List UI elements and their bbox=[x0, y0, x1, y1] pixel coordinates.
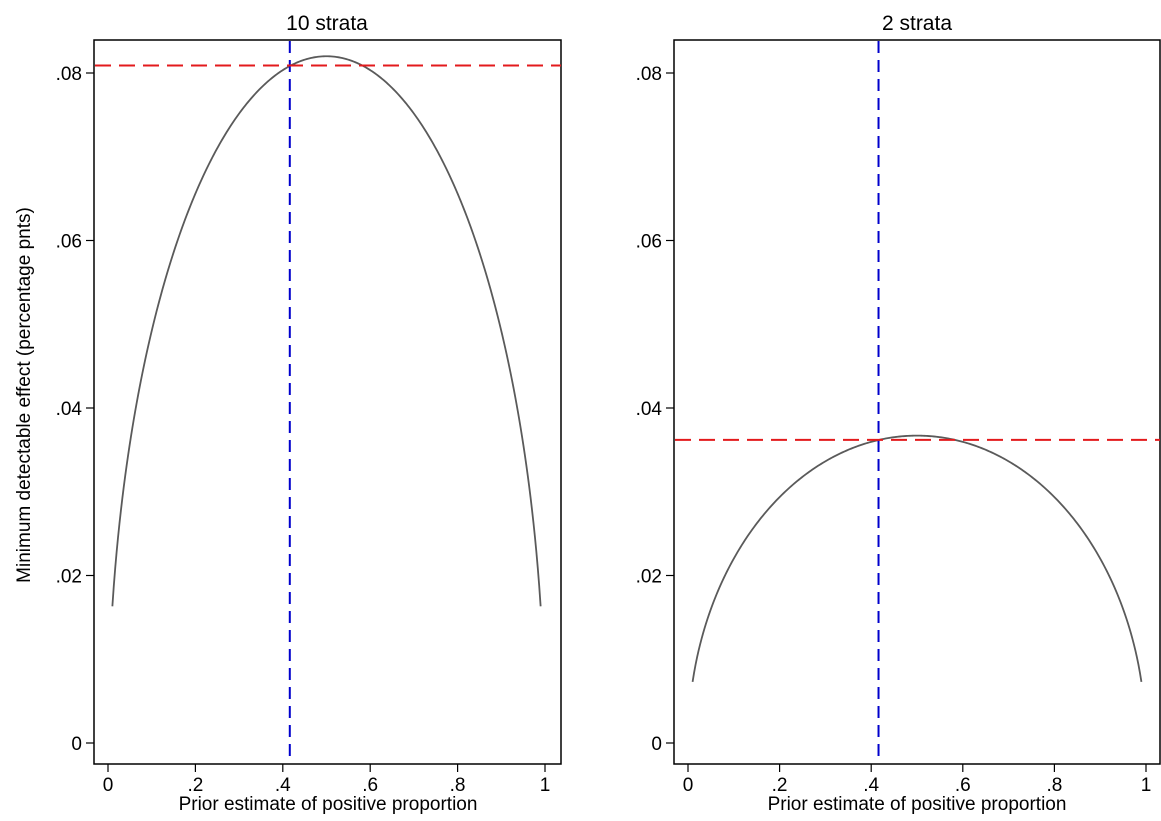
y-tick-label-2-strata-4: .08 bbox=[636, 64, 662, 85]
y-tick-label-10-strata-2: .04 bbox=[56, 399, 83, 420]
panel-2-strata: 2 strata Prior estimate of positive prop… bbox=[636, 12, 1161, 815]
series-line-2-strata-0 bbox=[691, 434, 1143, 682]
x-tick-label-10-strata-1: .2 bbox=[187, 775, 203, 796]
x-tick-label-10-strata-4: .8 bbox=[450, 775, 466, 796]
plot-frame-10-strata bbox=[93, 39, 562, 765]
panel-title-10-strata: 10 strata bbox=[286, 12, 368, 35]
plot-frame-2-strata bbox=[673, 39, 1161, 765]
x-tick-label-2-strata-2: .4 bbox=[863, 775, 879, 796]
y-tick-label-10-strata-4: .08 bbox=[56, 64, 82, 85]
x-axis-title-2-strata: Prior estimate of positive proportion bbox=[768, 794, 1067, 815]
y-tick-label-10-strata-1: .02 bbox=[56, 567, 82, 588]
x-tick-label-10-strata-3: .6 bbox=[362, 775, 378, 796]
panel-title-2-strata: 2 strata bbox=[882, 12, 952, 35]
x-tick-label-10-strata-0: 0 bbox=[103, 775, 114, 796]
x-tick-label-10-strata-2: .4 bbox=[275, 775, 291, 796]
x-tick-label-2-strata-0: 0 bbox=[683, 775, 694, 796]
y-tick-label-2-strata-1: .02 bbox=[636, 567, 662, 588]
y-tick-label-10-strata-3: .06 bbox=[56, 232, 82, 253]
panel-10-strata: 10 strata Prior estimate of positive pro… bbox=[56, 12, 562, 815]
x-axis-title-10-strata: Prior estimate of positive proportion bbox=[179, 794, 478, 815]
x-tick-label-2-strata-3: .6 bbox=[955, 775, 971, 796]
series-line-10-strata-0 bbox=[111, 55, 542, 607]
x-tick-label-10-strata-5: 1 bbox=[540, 775, 551, 796]
x-tick-label-2-strata-4: .8 bbox=[1046, 775, 1062, 796]
y-tick-label-2-strata-0: 0 bbox=[651, 734, 662, 755]
x-tick-label-2-strata-5: 1 bbox=[1141, 775, 1152, 796]
y-axis-title: Minimum detectable effect (percentage pn… bbox=[14, 207, 35, 583]
y-tick-label-10-strata-0: 0 bbox=[71, 734, 82, 755]
y-tick-label-2-strata-2: .04 bbox=[636, 399, 663, 420]
x-tick-label-2-strata-1: .2 bbox=[772, 775, 788, 796]
y-tick-label-2-strata-3: .06 bbox=[636, 232, 662, 253]
